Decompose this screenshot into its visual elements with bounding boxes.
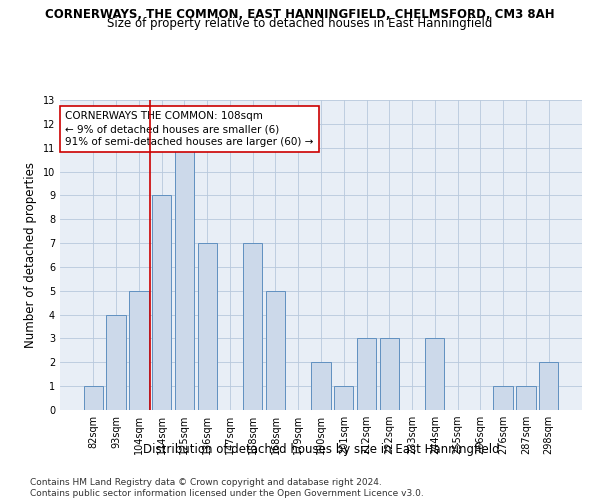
Bar bbox=[493, 386, 513, 410]
Text: Distribution of detached houses by size in East Hanningfield: Distribution of detached houses by size … bbox=[143, 442, 499, 456]
Bar bbox=[243, 243, 262, 410]
Bar bbox=[129, 291, 149, 410]
Bar bbox=[197, 243, 217, 410]
Bar bbox=[266, 291, 285, 410]
Bar bbox=[84, 386, 103, 410]
Bar bbox=[334, 386, 353, 410]
Text: CORNERWAYS, THE COMMON, EAST HANNINGFIELD, CHELMSFORD, CM3 8AH: CORNERWAYS, THE COMMON, EAST HANNINGFIEL… bbox=[45, 8, 555, 20]
Bar bbox=[425, 338, 445, 410]
Bar bbox=[539, 362, 558, 410]
Text: CORNERWAYS THE COMMON: 108sqm
← 9% of detached houses are smaller (6)
91% of sem: CORNERWAYS THE COMMON: 108sqm ← 9% of de… bbox=[65, 111, 314, 147]
Bar bbox=[380, 338, 399, 410]
Y-axis label: Number of detached properties: Number of detached properties bbox=[24, 162, 37, 348]
Bar bbox=[516, 386, 536, 410]
Bar bbox=[106, 314, 126, 410]
Bar bbox=[311, 362, 331, 410]
Bar bbox=[357, 338, 376, 410]
Bar bbox=[152, 196, 172, 410]
Text: Contains HM Land Registry data © Crown copyright and database right 2024.
Contai: Contains HM Land Registry data © Crown c… bbox=[30, 478, 424, 498]
Text: Size of property relative to detached houses in East Hanningfield: Size of property relative to detached ho… bbox=[107, 18, 493, 30]
Bar bbox=[175, 148, 194, 410]
